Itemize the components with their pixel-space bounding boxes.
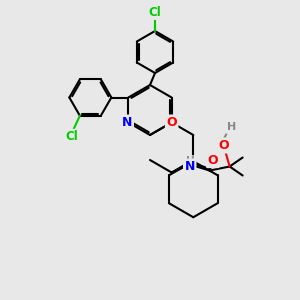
Text: N: N (184, 160, 195, 173)
Text: H: H (186, 157, 195, 166)
Text: Cl: Cl (148, 5, 161, 19)
Text: O: O (207, 154, 218, 167)
Text: H: H (227, 122, 236, 133)
Text: N: N (122, 116, 133, 129)
Text: O: O (218, 139, 229, 152)
Text: Cl: Cl (65, 130, 78, 143)
Text: O: O (166, 116, 177, 129)
